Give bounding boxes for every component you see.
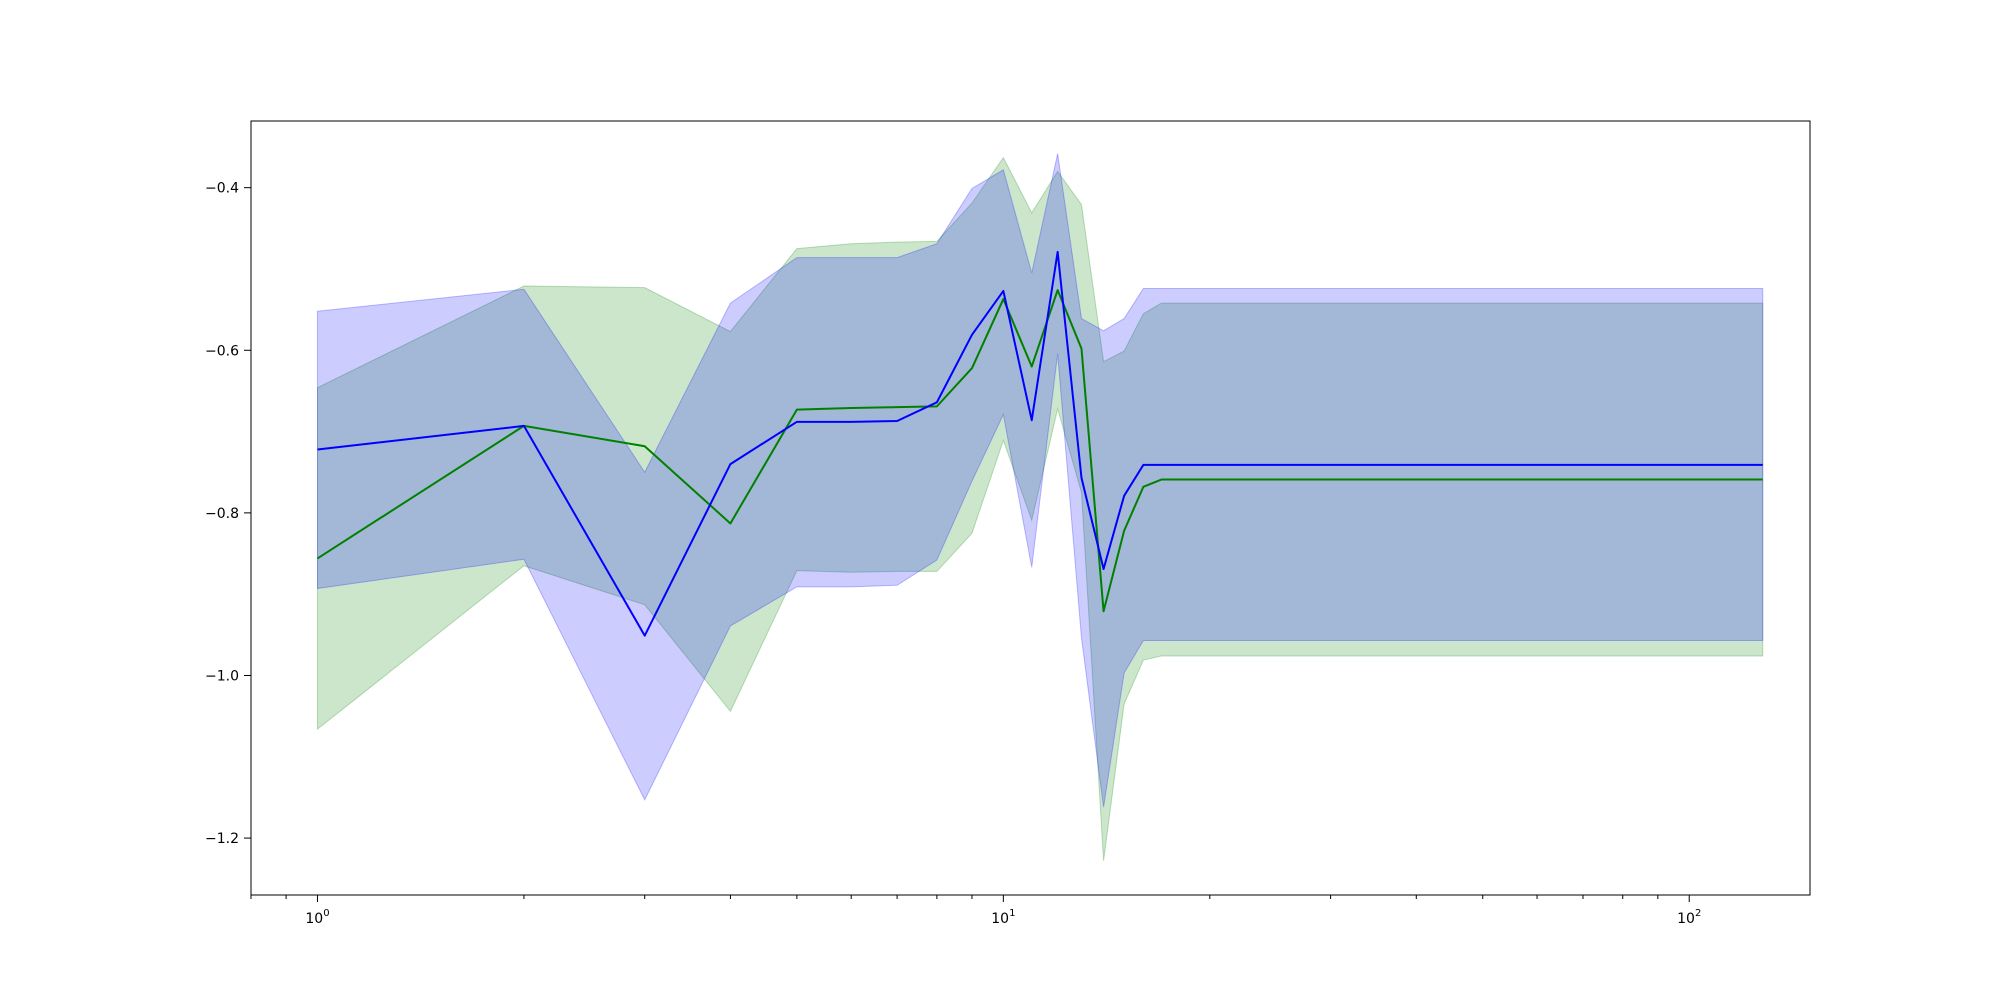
x-tick-label: 100 [305, 908, 329, 927]
confidence-bands [316, 153, 1764, 861]
y-axis: −0.4 −0.6 −0.8 −1.0 −1.2 [205, 181, 251, 847]
y-tick-label: −1.2 [205, 831, 239, 847]
y-tick-label: −1.0 [205, 668, 239, 684]
series-1-band [316, 153, 1764, 808]
y-tick-label: −0.4 [205, 181, 239, 197]
y-tick-label: −0.6 [205, 343, 239, 359]
plot-area-frame [250, 120, 1811, 896]
series-0-line [316, 289, 1763, 613]
x-tick-label: 101 [991, 908, 1015, 927]
x-tick-label: 102 [1677, 908, 1701, 927]
series-lines [316, 250, 1763, 637]
x-axis: 100 101 102 [250, 895, 1701, 927]
series-0-band [316, 156, 1764, 861]
series-1-line [317, 250, 1763, 637]
y-tick-label: −0.8 [205, 506, 239, 522]
